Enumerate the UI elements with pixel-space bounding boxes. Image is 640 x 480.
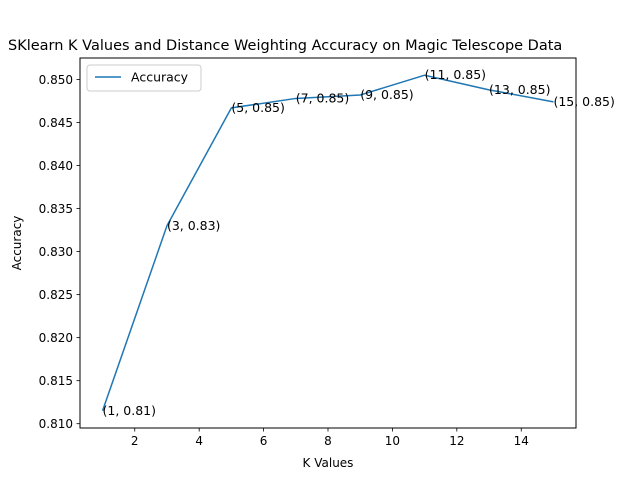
data-point-annotation: (15, 0.85) [553, 94, 614, 109]
y-tick-label: 0.840 [39, 159, 73, 173]
x-tick-label: 2 [131, 434, 139, 448]
data-point-annotation: (1, 0.81) [103, 403, 157, 418]
x-tick-label: 6 [260, 434, 268, 448]
y-tick-label: 0.850 [39, 73, 73, 87]
axis-ticks: 2 4 6 8 10 12 14 0.810 0.815 0.820 0.825 0.830 0.835… [39, 73, 529, 448]
x-tick-label: 14 [514, 434, 529, 448]
y-axis-label: Accuracy [10, 216, 24, 271]
data-point-annotation: (9, 0.85) [360, 87, 414, 102]
y-tick-label: 0.835 [39, 202, 73, 216]
plot-frame [79, 57, 577, 429]
data-point-annotation: (3, 0.83) [167, 218, 221, 233]
y-tick-label: 0.825 [39, 288, 73, 302]
y-tick-label: 0.810 [39, 417, 73, 431]
series-line-accuracy [101, 74, 554, 412]
x-tick-label: 10 [385, 434, 400, 448]
series-layer [101, 74, 554, 412]
legend: Accuracy [86, 64, 202, 92]
legend-box [86, 64, 202, 92]
y-tick-label: 0.815 [39, 374, 73, 388]
x-tick-label: 4 [195, 434, 203, 448]
x-axis-label: K Values [303, 456, 354, 470]
data-point-annotation: (13, 0.85) [489, 82, 550, 97]
y-tick-label: 0.845 [39, 116, 73, 130]
data-point-annotation: (11, 0.85) [425, 67, 486, 82]
data-point-annotation: (7, 0.85) [296, 90, 350, 105]
x-tick-label: 8 [324, 434, 332, 448]
y-tick-label: 0.830 [39, 245, 73, 259]
legend-label: Accuracy [131, 70, 189, 85]
data-point-annotation: (5, 0.85) [231, 100, 285, 115]
y-tick-label: 0.820 [39, 331, 73, 345]
x-tick-label: 12 [449, 434, 464, 448]
chart-title: SKlearn K Values and Distance Weighting … [8, 38, 562, 54]
point-annotations: (1, 0.81) (3, 0.83) (5, 0.85) (7, 0.85) (9, … [103, 67, 615, 418]
plot-background [80, 58, 576, 428]
